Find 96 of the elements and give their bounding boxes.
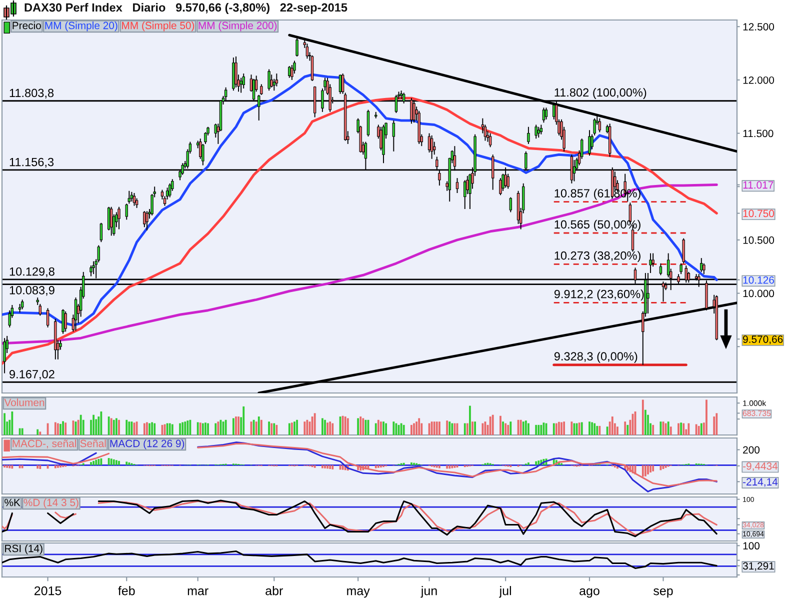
text: MM (Simple 50) bbox=[122, 22, 194, 32]
candlestick bbox=[509, 196, 512, 213]
y-tick-label: -9,4434 bbox=[743, 462, 778, 471]
candlestick bbox=[64, 310, 67, 332]
candlestick bbox=[46, 308, 50, 328]
y-tick-label: -214,14 bbox=[743, 478, 778, 487]
candlestick bbox=[380, 126, 382, 151]
ref-line-label: 11.803,8 bbox=[10, 88, 54, 99]
candlestick bbox=[544, 107, 548, 120]
candlestick bbox=[659, 262, 662, 276]
x-tick-label: feb bbox=[118, 586, 135, 596]
candlestick bbox=[366, 109, 370, 137]
y-tick-label: 100 bbox=[743, 542, 760, 550]
y-tick-label: 12.500 bbox=[743, 23, 774, 30]
candlestick bbox=[700, 258, 703, 272]
annotation: 9.328,3 (0,00%) bbox=[554, 352, 638, 363]
x-tick-label: may bbox=[347, 588, 370, 598]
candlestick bbox=[90, 265, 92, 277]
x-tick-label: jun bbox=[420, 586, 437, 598]
candlestick bbox=[542, 107, 546, 124]
x-tick-label: ago bbox=[580, 588, 600, 598]
candlestick bbox=[306, 43, 309, 60]
annotation: 10.273 (38,20%) bbox=[554, 251, 640, 262]
annotation: 9.912,2 (23,60%) bbox=[554, 290, 644, 301]
series-label: %K bbox=[4, 498, 20, 506]
x-tick-label: jul bbox=[499, 586, 511, 598]
chart-title: DAX30 Perf Index Diario 9.570,66 (-3,80%) 22-sep-2015 bbox=[24, 3, 348, 14]
x-tick-label: 2015 bbox=[34, 586, 62, 596]
y-tick-label: 10.750 bbox=[743, 210, 774, 218]
candlestick bbox=[234, 56, 238, 88]
candlestick bbox=[598, 118, 602, 133]
candlestick bbox=[310, 54, 314, 82]
annotation: 10.565 (50,00%) bbox=[554, 220, 640, 231]
candlestick bbox=[430, 134, 434, 160]
candlestick bbox=[92, 260, 95, 275]
y-tick-label: 9.570,66 bbox=[743, 336, 783, 344]
candlestick bbox=[296, 38, 298, 57]
candlestick bbox=[146, 210, 148, 231]
candlestick bbox=[540, 124, 543, 135]
candlestick bbox=[288, 66, 291, 78]
candlestick bbox=[338, 74, 342, 94]
candlestick bbox=[680, 262, 682, 275]
candlestick bbox=[534, 124, 538, 140]
candlestick bbox=[168, 182, 172, 198]
y-tick-label: 10.500 bbox=[743, 236, 774, 244]
x-tick-label: abr bbox=[266, 586, 283, 596]
candlestick bbox=[268, 68, 270, 92]
candlestick bbox=[270, 74, 273, 88]
legend-label: MACD-, señal bbox=[12, 440, 76, 448]
candlestick bbox=[3, 338, 6, 374]
candlestick bbox=[125, 203, 128, 220]
candlestick bbox=[456, 178, 459, 194]
candlestick bbox=[499, 178, 502, 196]
ref-line-label: 11.156,3 bbox=[10, 158, 54, 168]
legend-label: Precio bbox=[12, 22, 41, 30]
y-tick-label: 12.000 bbox=[743, 76, 774, 84]
candlestick bbox=[100, 222, 103, 243]
y-tick-label: 200 bbox=[743, 446, 760, 454]
series-label: Volumen bbox=[4, 398, 44, 406]
candlestick bbox=[62, 308, 64, 334]
candlestick bbox=[588, 130, 591, 156]
candlestick bbox=[128, 190, 131, 204]
ref-line-label: 10.083,9 bbox=[10, 286, 54, 296]
candlestick bbox=[649, 252, 652, 274]
y-tick-label: 31,291 bbox=[742, 562, 774, 571]
candlestick bbox=[132, 192, 136, 206]
series-label: %D (14 3 5) bbox=[24, 498, 78, 508]
candlestick bbox=[527, 126, 530, 144]
candlestick bbox=[464, 180, 466, 210]
candlestick bbox=[74, 297, 78, 332]
candlestick bbox=[110, 206, 113, 236]
x-tick-label: sep bbox=[654, 588, 673, 598]
candlestick bbox=[118, 206, 120, 230]
candlestick bbox=[275, 73, 278, 87]
candlestick bbox=[143, 210, 146, 228]
candlestick bbox=[488, 132, 492, 148]
candlestick bbox=[242, 73, 245, 89]
annotation: 11.802 (100,00%) bbox=[554, 88, 646, 99]
candlestick bbox=[537, 126, 540, 138]
candlestick bbox=[682, 238, 685, 264]
text: MM (Simple 200) bbox=[198, 22, 277, 32]
candlestick bbox=[20, 299, 24, 310]
candlestick bbox=[240, 77, 242, 94]
y-tick-label: 11.017 bbox=[743, 181, 774, 189]
series-label: Señal bbox=[80, 440, 106, 448]
text: MM (Simple 20) bbox=[45, 22, 118, 32]
series-label: MACD (12 26 9) bbox=[110, 440, 184, 450]
candlestick bbox=[290, 64, 294, 80]
series-label: RSI (14) bbox=[5, 544, 42, 554]
y-tick-label: 11.500 bbox=[743, 130, 774, 138]
ref-line-label: 9.167,02 bbox=[10, 370, 54, 380]
y-tick-label: 10.126 bbox=[743, 276, 774, 284]
x-tick-label: mar bbox=[188, 588, 208, 596]
ref-line-label: 10.129,8 bbox=[10, 267, 54, 278]
candlestick bbox=[392, 120, 396, 152]
y-tick-label: 10.000 bbox=[743, 290, 774, 298]
